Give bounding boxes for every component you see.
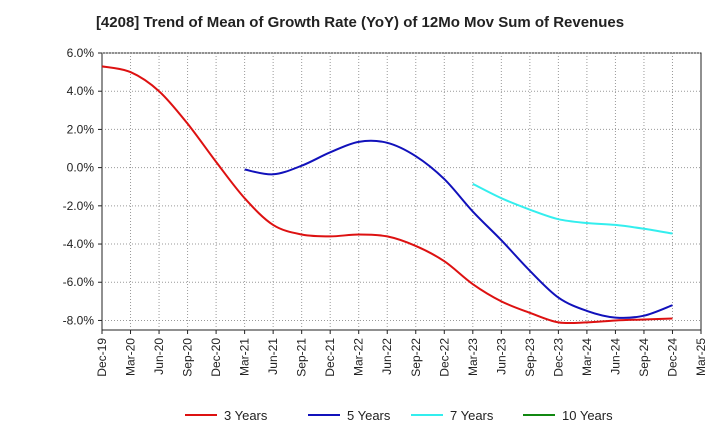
legend-label-10-years: 10 Years (562, 408, 613, 423)
grid-layer (102, 52, 701, 330)
x-tick-label: Jun-24 (608, 338, 622, 375)
series-line-5-years (244, 139, 673, 319)
y-tick-label: 4.0% (67, 84, 95, 98)
chart-title: [4208] Trend of Mean of Growth Rate (YoY… (95, 14, 625, 31)
y-tick-label: 6.0% (67, 46, 95, 60)
x-tick-label: Sep-24 (637, 338, 651, 377)
x-tick-label: Jun-21 (266, 338, 280, 375)
x-tick-label: Jun-20 (152, 338, 166, 375)
y-axis: 6.0% 4.0% 2.0% 0.0% -2.0% -4.0% -6.0% -8.0% (63, 46, 102, 327)
x-tick-label: Dec-19 (95, 338, 109, 377)
legend-label-5-years: 5 Years (347, 408, 391, 423)
series-line-7-years (472, 182, 673, 235)
legend-label-7-years: 7 Years (450, 408, 494, 423)
plot-area (101, 52, 702, 331)
x-tick-label: Jun-23 (494, 338, 508, 375)
x-tick-label: Mar-23 (466, 338, 480, 376)
x-tick-label: Mar-22 (352, 338, 366, 376)
y-tick-label: -8.0% (63, 313, 95, 327)
x-tick-label: Sep-22 (409, 338, 423, 377)
x-tick-label: Sep-21 (295, 338, 309, 377)
x-tick-label: Dec-21 (323, 338, 337, 377)
x-tick-label: Jun-22 (380, 338, 394, 375)
x-tick-label: Mar-25 (694, 338, 708, 376)
y-tick-label: 2.0% (67, 122, 95, 136)
y-tick-label: -6.0% (63, 275, 95, 289)
x-tick-label: Sep-20 (181, 338, 195, 377)
x-tick-label: Mar-24 (580, 338, 594, 376)
legend-label-3-years: 3 Years (224, 408, 268, 423)
x-axis: Dec-19 Mar-20 Jun-20 Sep-20 Dec-20 Mar-21 Jun-… (95, 330, 708, 377)
x-tick-label: Dec-24 (665, 338, 679, 377)
series-line-3-years (101, 65, 673, 325)
y-tick-label: 0.0% (67, 161, 95, 175)
x-tick-label: Sep-23 (523, 338, 537, 377)
y-tick-label: -4.0% (63, 237, 95, 251)
x-tick-label: Dec-22 (437, 338, 451, 377)
legend: 3 Years 5 Years 7 Years 10 Years (185, 408, 613, 423)
x-tick-label: Mar-20 (124, 338, 138, 376)
x-tick-label: Mar-21 (238, 338, 252, 376)
x-tick-label: Dec-20 (209, 338, 223, 377)
x-tick-label: Dec-23 (551, 338, 565, 377)
series-layer (101, 65, 673, 325)
y-tick-label: -2.0% (63, 199, 95, 213)
